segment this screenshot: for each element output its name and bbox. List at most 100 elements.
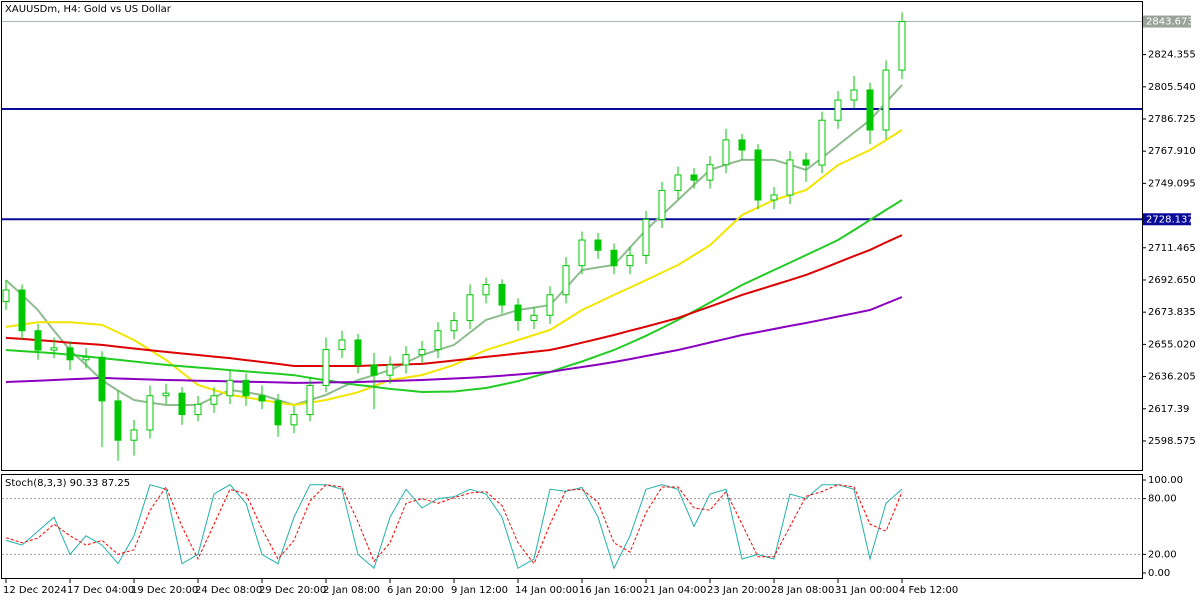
candle-body [434, 330, 442, 351]
candle-body [34, 330, 42, 351]
stoch-name: Stoch(8,3,3) [5, 478, 67, 489]
candle-body [194, 403, 202, 416]
x-tick-label: 23 Jan 20:00 [707, 585, 770, 596]
candle-body [786, 159, 794, 196]
x-tick-label: 12 Dec 2024 [3, 585, 67, 596]
candle-body [82, 356, 90, 361]
y-tick-label: 2617.39 [1148, 404, 1189, 415]
stoch-y-tick-label: 100.00 [1148, 475, 1183, 486]
candle-body [642, 218, 650, 256]
candle-body [226, 379, 234, 397]
candle-body [210, 395, 218, 405]
y-tick-label: 2598.575 [1148, 436, 1196, 447]
stoch-line [5, 484, 903, 570]
y-tick-label: 2805.540 [1148, 82, 1196, 93]
candle-body [370, 364, 378, 376]
candle-body [18, 289, 26, 332]
x-tick-label: 28 Jan 08:00 [771, 585, 834, 596]
candle-body [258, 395, 266, 402]
candle-body [562, 265, 570, 296]
candle-body [770, 194, 778, 201]
stoch-main-value: 90.33 [70, 478, 99, 489]
x-tick-label: 2 Jan 08:00 [323, 585, 380, 596]
candle-body [674, 174, 682, 191]
candle-body [690, 174, 698, 181]
candle-body [386, 364, 394, 376]
stoch-title: Stoch(8,3,3) 90.33 87.25 [5, 478, 130, 489]
candle-body [578, 239, 586, 267]
candle-body [50, 347, 58, 351]
candle-body [754, 149, 762, 201]
x-tick-label: 31 Jan 00:00 [835, 585, 898, 596]
candle-body [162, 392, 170, 397]
moving-average [5, 84, 903, 407]
candle-body [850, 89, 858, 101]
candle-body [626, 254, 634, 267]
candle-body [882, 69, 890, 131]
candle-body [274, 400, 282, 426]
x-tick-label: 21 Jan 04:00 [643, 585, 706, 596]
x-tick-label: 9 Jan 12:00 [451, 585, 508, 596]
x-tick-label: 16 Jan 16:00 [579, 585, 642, 596]
candle-body [466, 294, 474, 321]
moving-average [5, 129, 903, 407]
candle-body [706, 164, 714, 181]
candle-body [98, 356, 106, 402]
x-tick-label: 14 Jan 00:00 [515, 585, 578, 596]
stoch-y-tick-label: 0.00 [1148, 568, 1170, 579]
candle-body [178, 392, 186, 416]
candle-body [2, 289, 10, 303]
chart-title: XAUUSDm, H4: Gold vs US Dollar [5, 4, 172, 15]
candle-body [834, 99, 842, 121]
candle-body [146, 395, 154, 431]
candle-body [450, 319, 458, 332]
moving-average [5, 199, 903, 394]
candle-body [114, 400, 122, 441]
y-tick-label: 2749.095 [1148, 178, 1196, 189]
moving-average [5, 234, 903, 367]
main-panel-frame [1, 1, 1143, 471]
candle-body [546, 294, 554, 316]
candle-body [338, 339, 346, 351]
stoch-line [5, 484, 903, 565]
candle-body [242, 379, 250, 397]
stoch-y-tick-label: 80.00 [1148, 494, 1177, 505]
support-label: 2728.137 [1146, 214, 1194, 225]
stoch-panel-frame [1, 474, 1143, 579]
candle-body [866, 89, 874, 131]
candle-body [738, 139, 746, 151]
y-tick-label: 2655.020 [1148, 339, 1196, 350]
x-tick-label: 6 Jan 20:00 [387, 585, 444, 596]
candle-body [514, 304, 522, 321]
y-tick-label: 2673.835 [1148, 307, 1196, 318]
y-tick-label: 2767.910 [1148, 146, 1196, 157]
bid-label-box [1143, 15, 1191, 28]
candle-body [290, 414, 298, 426]
candle-body [66, 347, 74, 361]
moving-average [5, 296, 903, 384]
y-tick-label: 2786.725 [1148, 114, 1196, 125]
candle-body [898, 21, 906, 71]
support-label-box [1143, 213, 1191, 226]
candle-body [482, 284, 490, 296]
x-tick-label: 17 Dec 04:00 [67, 585, 134, 596]
candle-body [130, 429, 138, 441]
candle-body [802, 159, 810, 166]
candle-body [722, 139, 730, 166]
y-tick-label: 2824.355 [1148, 50, 1196, 61]
candle-body [402, 354, 410, 366]
y-tick-label: 2692.650 [1148, 275, 1196, 286]
x-tick-label: 29 Dec 20:00 [259, 585, 326, 596]
y-tick-label: 2636.205 [1148, 372, 1196, 383]
candle-body [354, 339, 362, 366]
bid-label: 2843.673 [1146, 17, 1194, 28]
candle-body [418, 349, 426, 356]
candle-body [306, 384, 314, 416]
candle-body [610, 249, 618, 267]
stoch-signal-value: 87.25 [102, 478, 131, 489]
candle-body [818, 119, 826, 166]
stoch-y-tick-label: 20.00 [1148, 549, 1177, 560]
x-tick-label: 24 Dec 08:00 [195, 585, 262, 596]
